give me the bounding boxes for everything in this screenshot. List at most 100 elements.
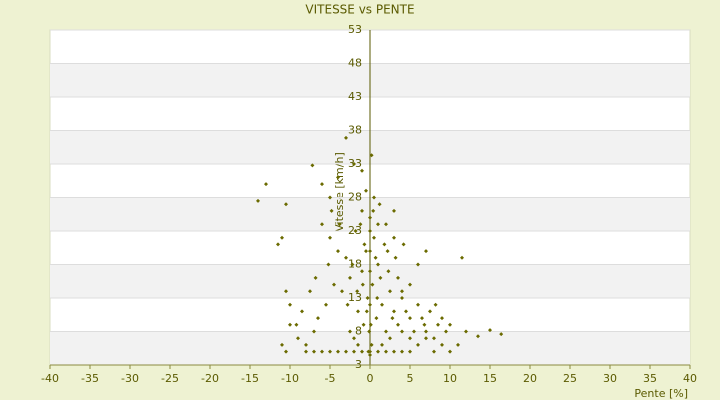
point — [448, 349, 452, 354]
point — [350, 262, 355, 267]
point — [368, 249, 372, 254]
point — [432, 336, 436, 341]
point — [388, 336, 392, 341]
point — [312, 349, 316, 354]
point — [393, 255, 398, 260]
point — [420, 316, 424, 321]
point — [348, 275, 352, 280]
point — [424, 336, 428, 341]
point — [392, 208, 396, 213]
point — [320, 222, 324, 227]
x-tick-label: -5 — [325, 372, 336, 385]
point — [392, 309, 396, 314]
point — [288, 302, 292, 307]
x-tick-label: -20 — [201, 372, 219, 385]
point — [360, 168, 364, 173]
y-tick-label: 38 — [348, 124, 362, 137]
point — [256, 198, 260, 203]
point — [444, 329, 448, 334]
point — [364, 188, 368, 193]
point — [456, 342, 460, 347]
point — [436, 322, 440, 327]
point — [276, 242, 280, 247]
x-tick-label: -35 — [81, 372, 99, 385]
point — [369, 153, 374, 158]
point — [336, 249, 340, 254]
point — [368, 215, 372, 220]
point — [377, 202, 382, 207]
x-tick-label: -15 — [241, 372, 259, 385]
point — [304, 349, 308, 354]
point — [416, 302, 420, 307]
point — [368, 352, 372, 357]
point — [373, 255, 378, 260]
point — [355, 289, 360, 294]
point — [370, 282, 375, 287]
point — [320, 182, 324, 187]
point — [412, 329, 416, 334]
y-axis-label: Vitesse [km/h] — [333, 152, 346, 232]
point — [367, 329, 372, 334]
point — [356, 342, 360, 347]
point — [408, 282, 412, 287]
point — [408, 349, 412, 354]
point — [380, 342, 384, 347]
point — [408, 316, 412, 321]
y-tick-label: 13 — [348, 291, 362, 304]
point — [404, 309, 408, 314]
point — [340, 289, 344, 294]
point — [382, 242, 387, 247]
x-axis-label: Pente [%] — [634, 387, 688, 400]
point — [324, 302, 328, 307]
point — [376, 262, 380, 267]
point — [296, 336, 300, 341]
point — [365, 296, 370, 300]
point — [372, 195, 376, 200]
x-tick-label: 20 — [523, 372, 537, 385]
point — [368, 322, 373, 327]
point — [400, 296, 404, 300]
x-tick-label: 5 — [407, 372, 414, 385]
point — [300, 309, 304, 314]
point — [416, 262, 420, 267]
point — [372, 235, 376, 240]
point — [392, 235, 396, 240]
point — [376, 349, 380, 354]
point — [356, 309, 360, 314]
point — [344, 255, 348, 260]
point — [448, 322, 452, 327]
point — [280, 342, 284, 347]
point — [361, 322, 366, 327]
point — [401, 242, 406, 247]
point — [385, 249, 390, 254]
point — [440, 342, 444, 347]
point — [310, 163, 315, 168]
y-tick-label: 53 — [348, 23, 362, 36]
point — [332, 282, 336, 287]
point — [360, 269, 364, 274]
point — [294, 322, 299, 327]
point — [499, 332, 504, 337]
x-tick-label: 15 — [483, 372, 497, 385]
point — [378, 275, 383, 280]
point — [344, 349, 348, 354]
point — [464, 329, 468, 334]
point — [371, 208, 376, 213]
x-tick-label: -40 — [41, 372, 59, 385]
point — [313, 275, 318, 280]
point — [369, 342, 374, 347]
point — [360, 349, 364, 354]
point — [312, 329, 316, 334]
x-tick-label: -30 — [121, 372, 139, 385]
point — [360, 282, 365, 287]
point — [264, 182, 268, 187]
point — [432, 349, 436, 354]
y-tick-label: 18 — [348, 258, 362, 271]
point — [304, 342, 308, 347]
point — [336, 349, 340, 354]
point — [352, 336, 356, 341]
point — [390, 316, 395, 321]
point — [329, 208, 334, 213]
point — [392, 349, 396, 354]
